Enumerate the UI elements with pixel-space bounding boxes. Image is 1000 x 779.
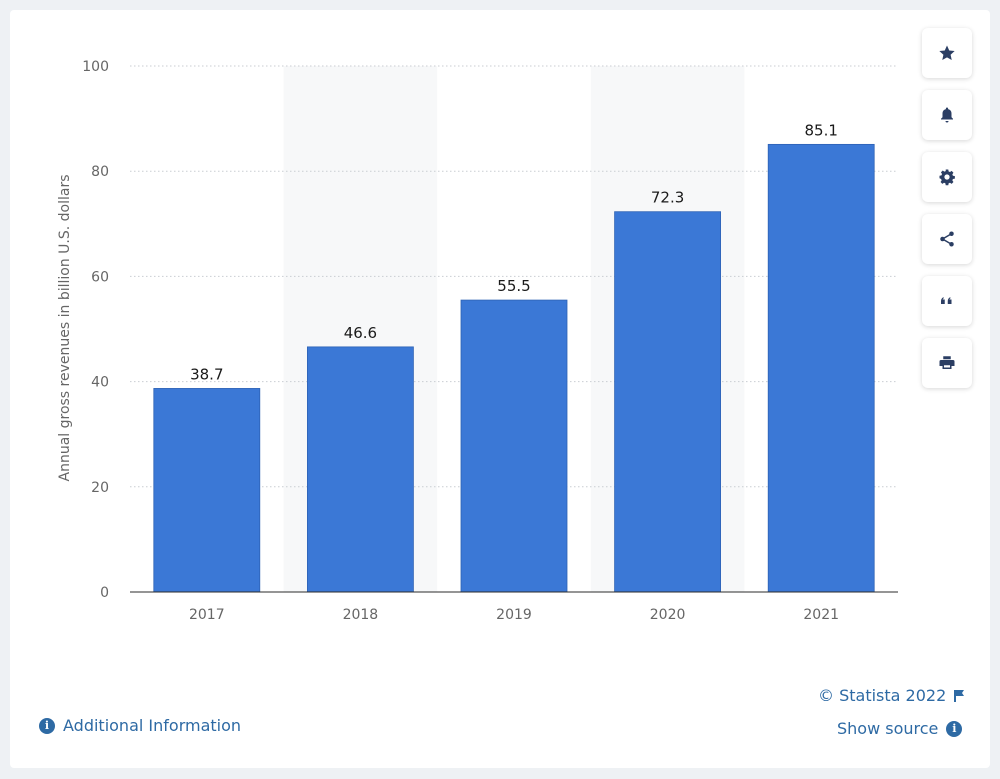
copyright-link[interactable]: © Statista 2022: [818, 686, 966, 705]
additional-information-text: Additional Information: [63, 716, 242, 735]
y-tick-label: 100: [82, 59, 109, 75]
bar-chart: 0 20 40 60 80 100 38.7 46.6 55.5 72.3 85.1 2017 20…: [57, 59, 898, 623]
info-icon: i: [946, 720, 963, 737]
print-icon: [939, 356, 955, 369]
notification-button[interactable]: [922, 90, 972, 140]
data-label: 85.1: [804, 121, 837, 139]
bar-2020[interactable]: [614, 211, 721, 593]
x-tick-label: 2021: [803, 607, 839, 623]
x-tick-label: 2019: [496, 607, 532, 623]
data-label: 38.7: [190, 365, 223, 383]
cite-button[interactable]: [922, 276, 972, 326]
show-source-link[interactable]: Show source i: [837, 719, 963, 738]
x-tick-label: 2020: [650, 607, 686, 623]
bar-2018[interactable]: [306, 346, 414, 593]
bar-2019[interactable]: [460, 299, 568, 593]
bar-2017[interactable]: [153, 388, 261, 593]
settings-button[interactable]: [922, 152, 972, 202]
show-source-text: Show source: [837, 719, 939, 738]
data-label: 46.6: [344, 324, 377, 342]
print-button[interactable]: [922, 338, 972, 388]
share-icon: [940, 231, 954, 247]
favorite-button[interactable]: [922, 28, 972, 78]
y-tick-label: 80: [91, 164, 109, 180]
bar-2021[interactable]: [767, 143, 875, 593]
data-label: 55.5: [497, 277, 530, 295]
x-tick-label: 2017: [189, 607, 225, 623]
chart-card: 0 20 40 60 80 100 38.7 46.6 55.5 72.3 85.1 2017 20…: [10, 10, 990, 768]
y-tick-label: 20: [91, 480, 109, 496]
y-tick-label: 60: [91, 269, 109, 285]
copyright-text: © Statista 2022: [818, 686, 947, 705]
star-icon: [939, 45, 955, 61]
data-label: 72.3: [651, 189, 684, 207]
flag-icon: [954, 689, 965, 702]
info-icon: i: [39, 717, 55, 734]
y-axis-label: Annual gross revenues in billion U.S. do…: [57, 174, 73, 481]
quote-icon: [941, 297, 952, 304]
bell-icon: [941, 107, 953, 123]
x-tick-label: 2018: [343, 607, 379, 623]
gear-icon: [939, 169, 955, 186]
share-button[interactable]: [922, 214, 972, 264]
y-tick-label: 40: [91, 375, 109, 391]
y-tick-label: 0: [100, 585, 109, 601]
additional-information-link[interactable]: i Additional Information: [39, 716, 241, 735]
